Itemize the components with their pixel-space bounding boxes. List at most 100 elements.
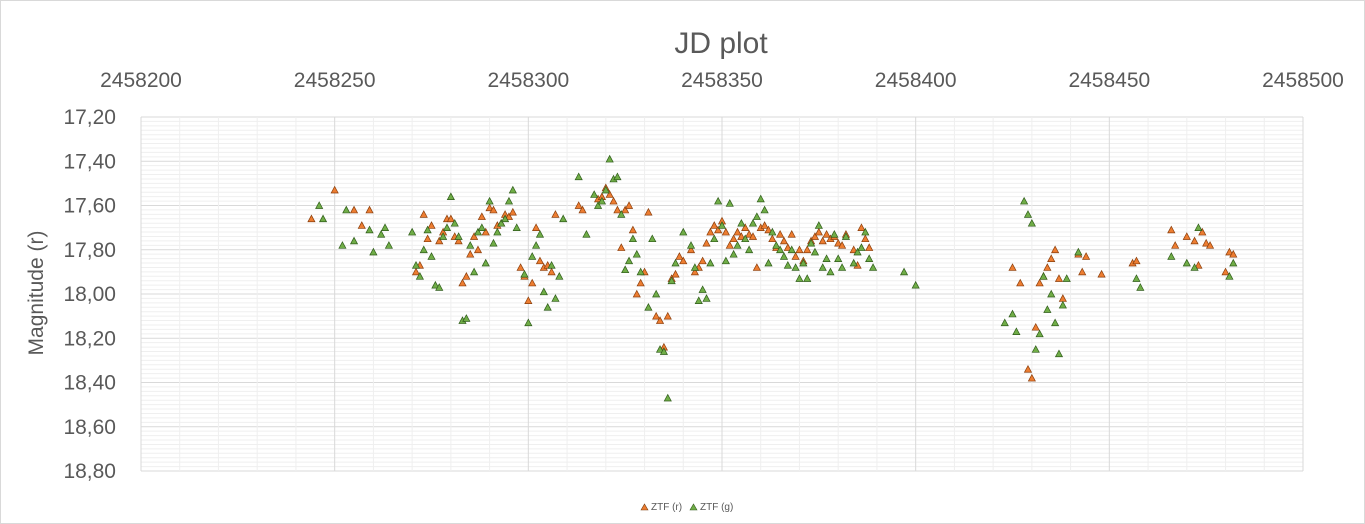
data-point-ztf-g xyxy=(807,238,816,247)
data-point-ztf-g xyxy=(841,232,851,240)
data-point-ztf-g xyxy=(783,260,792,269)
data-point-ztf-g xyxy=(593,201,603,209)
data-point-ztf-g xyxy=(822,254,831,262)
legend-marker-r xyxy=(640,503,649,511)
data-point-ztf-r xyxy=(737,232,746,240)
data-point-ztf-r xyxy=(524,296,533,304)
data-point-ztf-r xyxy=(810,232,820,240)
data-point-ztf-r xyxy=(760,221,769,229)
data-point-ztf-g xyxy=(756,194,765,203)
data-point-ztf-r xyxy=(752,263,761,271)
data-point-ztf-r xyxy=(655,316,665,324)
data-point-ztf-g xyxy=(512,223,521,231)
data-point-ztf-g xyxy=(481,258,490,267)
data-point-ztf-r xyxy=(1194,260,1203,269)
data-point-ztf-r xyxy=(628,225,637,234)
data-point-ztf-g xyxy=(717,221,727,229)
data-point-ztf-r xyxy=(725,241,734,249)
data-point-ztf-r xyxy=(632,289,641,298)
data-point-ztf-g xyxy=(1043,305,1052,313)
data-point-ztf-r xyxy=(551,210,560,218)
data-point-ztf-r xyxy=(783,243,792,251)
data-point-ztf-g xyxy=(470,267,479,276)
data-point-ztf-g xyxy=(1008,309,1017,318)
data-point-ztf-g xyxy=(539,287,548,296)
data-point-ztf-g xyxy=(737,218,746,227)
data-point-ztf-g xyxy=(671,258,680,267)
data-point-ztf-r xyxy=(814,227,823,236)
data-point-ztf-r xyxy=(675,252,684,260)
data-point-ztf-g xyxy=(830,230,839,238)
data-point-ztf-g xyxy=(349,236,359,245)
data-point-ztf-g xyxy=(621,265,630,274)
data-point-ztf-g xyxy=(547,260,556,269)
data-point-ztf-r xyxy=(1047,254,1056,262)
data-point-ztf-g xyxy=(745,245,754,254)
data-point-ztf-r xyxy=(1202,238,1211,247)
data-point-ztf-r xyxy=(795,245,804,254)
x-tick-label: 2458400 xyxy=(875,69,957,92)
data-point-ztf-g xyxy=(508,185,517,194)
data-point-ztf-g xyxy=(679,227,688,236)
legend-marker-g xyxy=(689,503,698,511)
data-point-ztf-g xyxy=(427,252,436,260)
data-point-ztf-g xyxy=(733,241,742,249)
data-point-ztf-r xyxy=(609,196,618,205)
data-point-ztf-r xyxy=(834,238,843,247)
data-point-ztf-g xyxy=(899,267,909,276)
data-point-ztf-g xyxy=(818,263,827,271)
data-point-ztf-r xyxy=(1078,267,1087,276)
data-point-ztf-g xyxy=(1047,289,1056,298)
data-point-ztf-r xyxy=(516,263,525,271)
data-point-ztf-r xyxy=(1167,225,1176,234)
x-tick-label: 2458450 xyxy=(1068,69,1150,92)
data-point-ztf-r xyxy=(462,272,471,280)
data-point-ztf-g xyxy=(667,276,676,285)
data-point-ztf-g xyxy=(648,234,657,243)
y-tick-label: 18,40 xyxy=(63,372,116,395)
data-point-ztf-g xyxy=(415,272,424,280)
data-point-ztf-g xyxy=(442,223,452,231)
data-point-ztf-r xyxy=(489,205,498,214)
y-tick-label: 18,60 xyxy=(63,416,116,439)
data-point-ztf-g xyxy=(497,218,506,227)
data-point-ztf-g xyxy=(760,205,769,214)
data-point-ztf-r xyxy=(1043,263,1052,271)
data-point-ztf-r xyxy=(745,230,754,238)
data-point-ztf-g xyxy=(861,227,870,236)
data-point-ztf-r xyxy=(504,212,514,220)
data-point-ztf-r xyxy=(454,236,463,245)
data-point-ztf-r xyxy=(702,238,711,247)
data-point-ztf-r xyxy=(1198,227,1207,236)
data-point-ztf-r xyxy=(485,203,494,212)
data-point-ztf-g xyxy=(454,232,463,240)
data-point-ztf-r xyxy=(1023,364,1033,373)
data-point-ztf-g xyxy=(834,254,843,262)
data-point-ztf-r xyxy=(613,205,622,214)
gridlines xyxy=(140,116,1304,472)
data-point-ztf-r xyxy=(652,311,661,320)
data-point-ztf-r xyxy=(349,205,359,214)
data-point-ztf-g xyxy=(865,254,874,262)
data-point-ztf-g xyxy=(1058,300,1067,309)
data-point-ztf-r xyxy=(764,225,773,234)
data-point-ztf-r xyxy=(644,207,653,216)
y-axis-label: Magnitude (r) xyxy=(25,231,48,356)
data-point-ztf-g xyxy=(1020,196,1029,205)
data-point-ztf-g xyxy=(787,245,796,254)
y-tick-label: 17,60 xyxy=(63,195,116,218)
data-point-ztf-r xyxy=(768,234,777,243)
data-point-ztf-r xyxy=(779,236,789,245)
data-point-ztf-r xyxy=(690,267,699,276)
data-point-ztf-g xyxy=(605,154,614,163)
data-point-ztf-g xyxy=(423,225,432,234)
y-tick-label: 17,40 xyxy=(63,150,116,173)
data-point-ztf-g xyxy=(504,196,514,205)
data-point-ztf-r xyxy=(1221,267,1230,276)
data-point-ztf-r xyxy=(721,227,730,236)
y-tick-label: 18,80 xyxy=(63,460,116,483)
data-point-ztf-g xyxy=(528,252,537,260)
data-point-ztf-r xyxy=(1225,247,1234,256)
data-point-ztf-r xyxy=(1051,245,1060,254)
data-point-ztf-g xyxy=(466,241,475,249)
